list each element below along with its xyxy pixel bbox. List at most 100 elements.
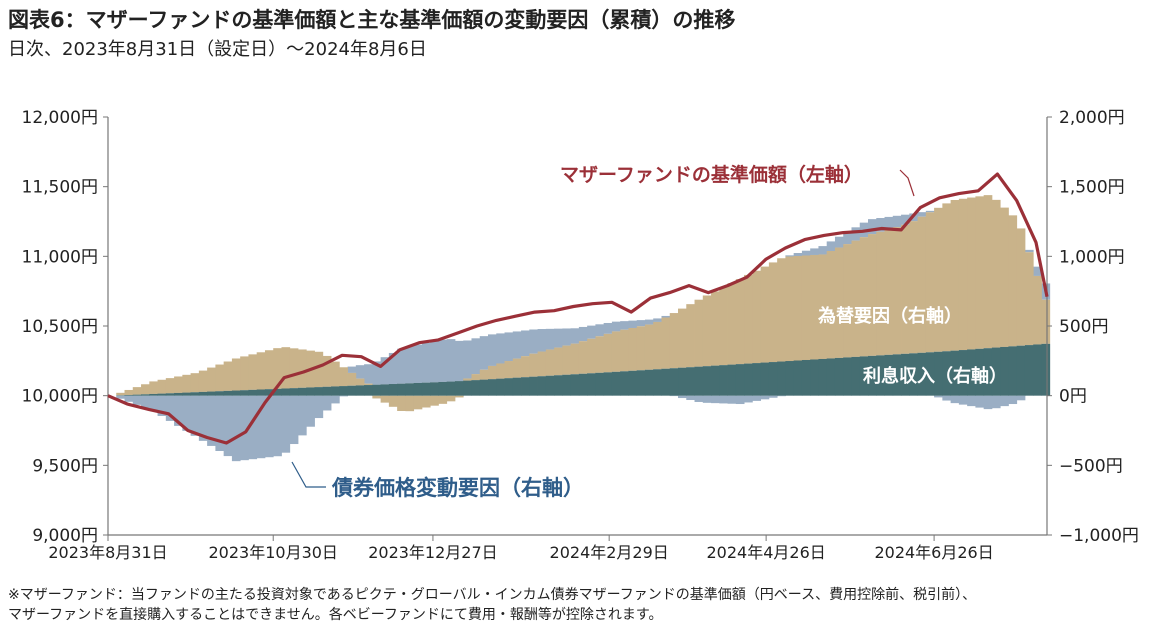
interest-bar xyxy=(669,368,679,396)
interest-bar xyxy=(958,350,968,396)
fx-bar xyxy=(950,199,960,351)
bond-bar xyxy=(801,250,811,256)
chart-title: 図表6：マザーファンドの基準価額と主な基準価額の変動要因（累積）の推移 xyxy=(8,8,736,32)
bond-bar xyxy=(207,395,216,446)
interest-bar xyxy=(1016,345,1026,396)
fx-bar xyxy=(149,381,158,394)
fx-bar xyxy=(521,356,530,378)
interest-bar xyxy=(917,352,927,396)
bond-bar xyxy=(347,366,357,373)
bond-bar xyxy=(628,320,638,328)
interest-bar xyxy=(801,359,811,396)
fx-bar xyxy=(859,237,869,357)
fx-bar xyxy=(884,229,894,355)
fx-bar xyxy=(554,347,563,376)
fx-bar xyxy=(471,374,481,381)
interest-bar xyxy=(620,371,629,396)
left-tick-label: 12,000円 xyxy=(22,108,98,128)
bond-bar xyxy=(314,395,324,419)
bond-bar xyxy=(545,328,555,350)
interest-bar xyxy=(967,349,976,396)
fx-bar xyxy=(223,361,233,391)
nav-line xyxy=(107,172,1049,445)
interest-bar xyxy=(868,355,877,396)
bond-bar xyxy=(397,348,406,384)
bond-bar xyxy=(372,361,382,385)
interest-bar xyxy=(405,383,415,396)
bond-bar xyxy=(578,326,588,342)
interest-bar xyxy=(950,350,960,396)
interest-income-area xyxy=(116,343,1051,396)
interest-bar xyxy=(364,385,373,396)
bond-bar xyxy=(620,321,629,330)
fx-bar xyxy=(661,317,671,369)
interest-bar xyxy=(644,369,654,396)
fx-bar xyxy=(463,378,472,381)
fx-bar xyxy=(231,358,241,391)
interest-bar xyxy=(768,362,778,396)
fx-bar xyxy=(595,336,605,373)
fx-bar xyxy=(322,355,332,387)
nav-line-group xyxy=(107,172,1049,445)
x-tick-label: 2023年8月31日 xyxy=(48,543,167,562)
interest-bar xyxy=(1041,343,1051,396)
bond-bar xyxy=(141,395,150,408)
interest-bar xyxy=(521,377,530,396)
bond-bar xyxy=(529,329,538,354)
fx-bar xyxy=(678,308,687,368)
right-tick-label: 1,500円 xyxy=(1059,178,1125,198)
fx-bar xyxy=(240,356,249,391)
fx-bar xyxy=(917,216,927,353)
fx-bar xyxy=(438,395,448,404)
fx-bar xyxy=(909,221,918,354)
bond-bar xyxy=(149,395,158,411)
fx-bar xyxy=(834,247,844,358)
interest-bar xyxy=(322,386,332,396)
bond-bar xyxy=(537,329,547,352)
fx-bar xyxy=(479,369,489,380)
fx-bar xyxy=(405,395,415,412)
interest-bar xyxy=(876,355,885,396)
fx-bar xyxy=(686,304,695,368)
interest-bar xyxy=(380,384,390,396)
fx-bar xyxy=(611,331,621,372)
axes: 9,000円 9,500円 10,000円 10,500円 11,000円 11,500円… xyxy=(22,108,1139,562)
bond-bar xyxy=(810,248,819,255)
bond-bar xyxy=(298,395,307,436)
bond-bar xyxy=(942,395,952,401)
interest-bar xyxy=(678,367,687,396)
right-tick-label: −1,000円 xyxy=(1059,526,1139,546)
bond-bar xyxy=(454,340,464,382)
interest-bar xyxy=(504,378,514,396)
bond-bar xyxy=(653,318,662,322)
fx-bar xyxy=(397,395,406,411)
fx-bar xyxy=(818,254,828,359)
interest-bar xyxy=(339,386,348,396)
bond-bar xyxy=(1033,266,1042,276)
interest-bar xyxy=(314,387,324,396)
bond-bar xyxy=(868,219,877,235)
fx-bar xyxy=(587,338,596,374)
fx-bar xyxy=(958,198,968,351)
fx-bar xyxy=(207,367,216,392)
interest-bar xyxy=(471,380,481,396)
fx-bar xyxy=(1016,228,1026,346)
bond-bar xyxy=(339,395,348,397)
interest-bar xyxy=(735,364,745,396)
interest-bar xyxy=(141,394,150,396)
interest-bar xyxy=(273,388,282,396)
right-tick-label: 0円 xyxy=(1059,387,1087,407)
interest-bar xyxy=(165,393,175,396)
interest-bar xyxy=(281,388,291,396)
fx-bar xyxy=(735,279,745,365)
bond-bar xyxy=(644,319,654,325)
fx-bar xyxy=(628,327,638,371)
interest-bar xyxy=(438,381,448,396)
bond-bar xyxy=(967,395,976,407)
fx-bar xyxy=(298,349,307,388)
interest-bar xyxy=(909,353,918,396)
bond-bar xyxy=(479,336,489,370)
bond-bar xyxy=(488,334,497,366)
bond-bar xyxy=(884,216,894,230)
bond-bar xyxy=(364,364,373,384)
